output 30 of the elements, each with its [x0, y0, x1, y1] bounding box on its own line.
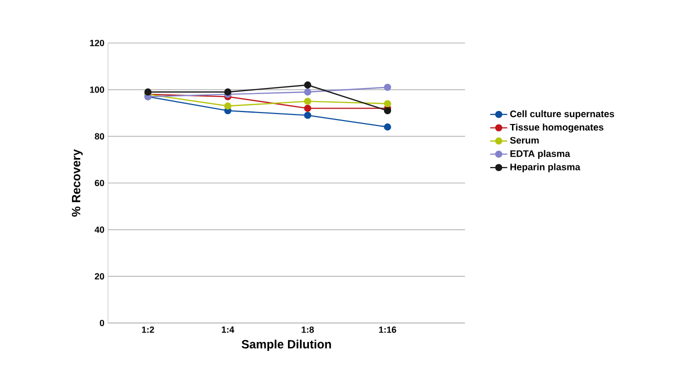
x-tick-label: 1:16	[379, 326, 396, 333]
x-tick-label: 1:4	[222, 326, 234, 333]
x-tick-label: 1:2	[142, 326, 154, 333]
y-tick-label: 40	[94, 226, 104, 233]
y-tick-label: 20	[94, 273, 104, 280]
x-axis-title: Sample Dilution	[242, 340, 331, 351]
legend-label: Serum	[510, 136, 539, 144]
y-tick-label: 60	[94, 180, 104, 186]
point	[384, 123, 392, 131]
point	[224, 88, 232, 96]
y-tick-label: 80	[94, 133, 104, 140]
x-tick-label: 1:8	[302, 326, 314, 333]
y-tick-label: 100	[90, 86, 104, 93]
y-axis-title: % Recovery	[72, 149, 83, 217]
legend-label: Tissue homogenates	[510, 124, 604, 132]
legend-label: Heparin plasma	[510, 163, 580, 172]
point	[304, 112, 312, 119]
point	[304, 98, 312, 105]
y-tick-label: 0	[100, 320, 104, 326]
legend-label: EDTA plasma	[510, 150, 570, 159]
point	[304, 88, 312, 96]
point	[224, 102, 232, 110]
point	[384, 84, 392, 91]
point	[384, 100, 392, 108]
point	[384, 107, 392, 114]
point	[144, 88, 152, 96]
legend-label: Cell culture supernates	[510, 110, 614, 120]
point	[304, 81, 312, 89]
point	[304, 104, 312, 112]
y-tick-label: 120	[90, 40, 104, 46]
